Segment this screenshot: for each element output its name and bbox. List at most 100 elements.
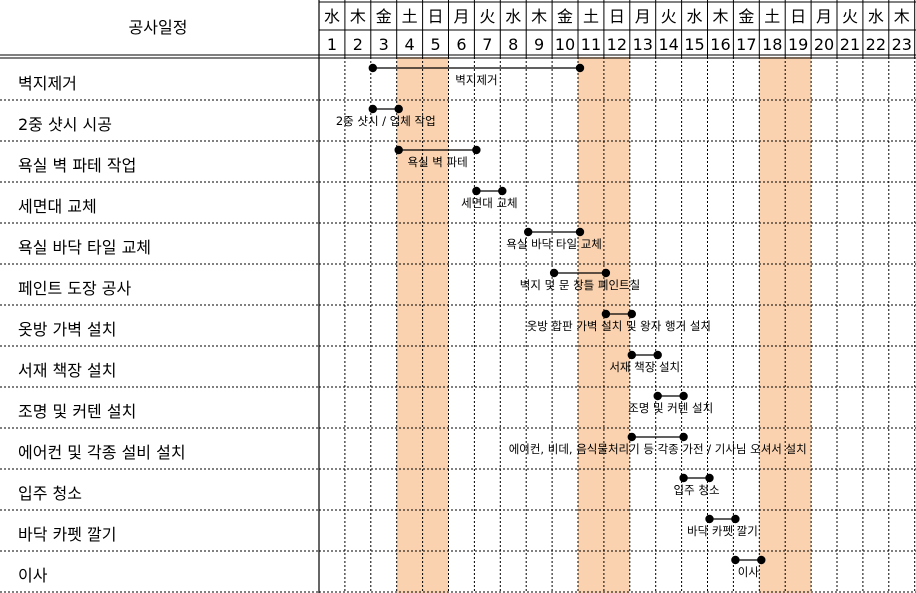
weekday-label: 金 [738,7,754,26]
weekday-label: 月 [635,7,651,26]
task-end-dot [679,391,688,401]
weekday-label: 月 [453,7,469,26]
day-number: 4 [405,35,415,54]
task-start-dot [731,555,740,565]
header-title: 공사일정 [129,18,188,37]
task-start-dot [627,350,636,360]
day-number: 8 [508,35,518,54]
weekday-label: 木 [712,7,728,26]
task-end-dot [394,104,403,114]
task-end-dot [472,145,481,155]
task-start-dot [679,473,688,483]
weekend-band [603,57,630,593]
task-start-dot [627,432,636,442]
day-number: 9 [534,35,544,54]
task-bar-label: 조명 및 커텐 설치 [628,401,713,415]
task-start-dot [601,309,611,319]
weekday-label: 火 [661,7,677,26]
weekday-label: 金 [557,7,573,26]
task-end-dot [498,186,507,196]
weekday-label: 土 [402,7,418,26]
weekday-label: 水 [324,7,340,26]
task-name: 옷방 가벽 설치 [18,320,117,339]
task-bar-label: 옷방 합판 가벽 설치 및 왕자 행거 설치 [527,319,711,333]
day-grid [318,0,916,593]
task-name: 이사 [18,566,48,585]
weekday-label: 日 [609,7,625,26]
task-end-dot [653,350,662,360]
task-end-dot [627,309,636,319]
day-number: 5 [430,35,440,54]
task-bar-label: 욕실 벽 파테 [407,155,467,169]
day-number: 21 [840,35,860,54]
weekday-label: 木 [350,7,366,26]
weekday-label: 火 [842,7,858,26]
weekday-label: 水 [868,7,884,26]
task-name: 세면대 교체 [18,197,97,216]
day-number: 22 [866,35,886,54]
task-name: 욕실 벽 파테 작업 [18,156,136,175]
weekend-band [759,57,786,593]
weekday-label: 日 [790,7,806,26]
task-end-dot [679,432,688,442]
task-name: 에어컨 및 각종 설비 설치 [18,443,186,462]
task-name: 욕실 바닥 타일 교체 [18,238,151,257]
task-name: 조명 및 커텐 설치 [18,402,136,421]
weekday-label: 水 [505,7,521,26]
task-name: 바닥 카펫 깔기 [18,525,117,544]
day-number: 14 [658,35,678,54]
task-name: 서재 책장 설치 [18,361,117,380]
task-name: 입주 청소 [18,484,82,503]
task-bar-label: 서재 책장 설치 [609,360,680,374]
weekday-label: 月 [816,7,832,26]
task-start-dot [653,391,662,401]
day-number: 13 [633,35,653,54]
weekday-label: 日 [428,7,444,26]
task-name: 페인트 도장 공사 [18,279,131,298]
task-start-dot [524,227,533,237]
header: 공사일정 水1木2金3土4日5月6火7水8木9金10土11日12月13火14水1… [129,7,912,54]
day-number: 2 [353,35,363,54]
task-end-dot [575,63,585,73]
task-name: 2중 샷시 시공 [18,115,112,134]
task-end-dot [757,555,766,565]
task-end-dot [705,473,714,483]
task-start-dot [368,104,377,114]
day-number: 7 [482,35,492,54]
weekend-band [396,57,423,593]
day-number: 19 [788,35,808,54]
weekday-label: 木 [894,7,910,26]
weekday-label: 火 [479,7,495,26]
weekend-bands [396,57,812,593]
weekday-label: 金 [376,7,392,26]
task-start-dot [705,514,714,524]
day-number: 10 [555,35,575,54]
task-bar-label: 2중 샷시 / 업체 작업 [336,114,436,128]
weekday-label: 水 [687,7,703,26]
day-number: 18 [762,35,782,54]
task-start-dot [394,145,403,155]
day-number: 17 [736,35,756,54]
task-bar-label: 세면대 교체 [461,196,518,210]
task-end-dot [575,227,585,237]
task-bar-label: 입주 청소 [674,483,720,497]
weekday-label: 土 [583,7,599,26]
day-number: 23 [892,35,912,54]
day-number: 1 [327,35,337,54]
task-bar-label: 벽지제거 [455,73,497,87]
day-number: 16 [710,35,730,54]
day-number: 3 [379,35,389,54]
task-end-dot [601,268,611,278]
task-bar-label: 바닥 카펫 깔기 [687,524,758,538]
weekend-band [785,57,812,593]
task-end-dot [731,514,740,524]
weekday-label: 土 [764,7,780,26]
day-number: 6 [456,35,466,54]
task-name: 벽지제거 [18,74,77,93]
task-start-dot [549,268,559,278]
task-bar-label: 이사 [738,565,760,579]
task-start-dot [368,63,377,73]
